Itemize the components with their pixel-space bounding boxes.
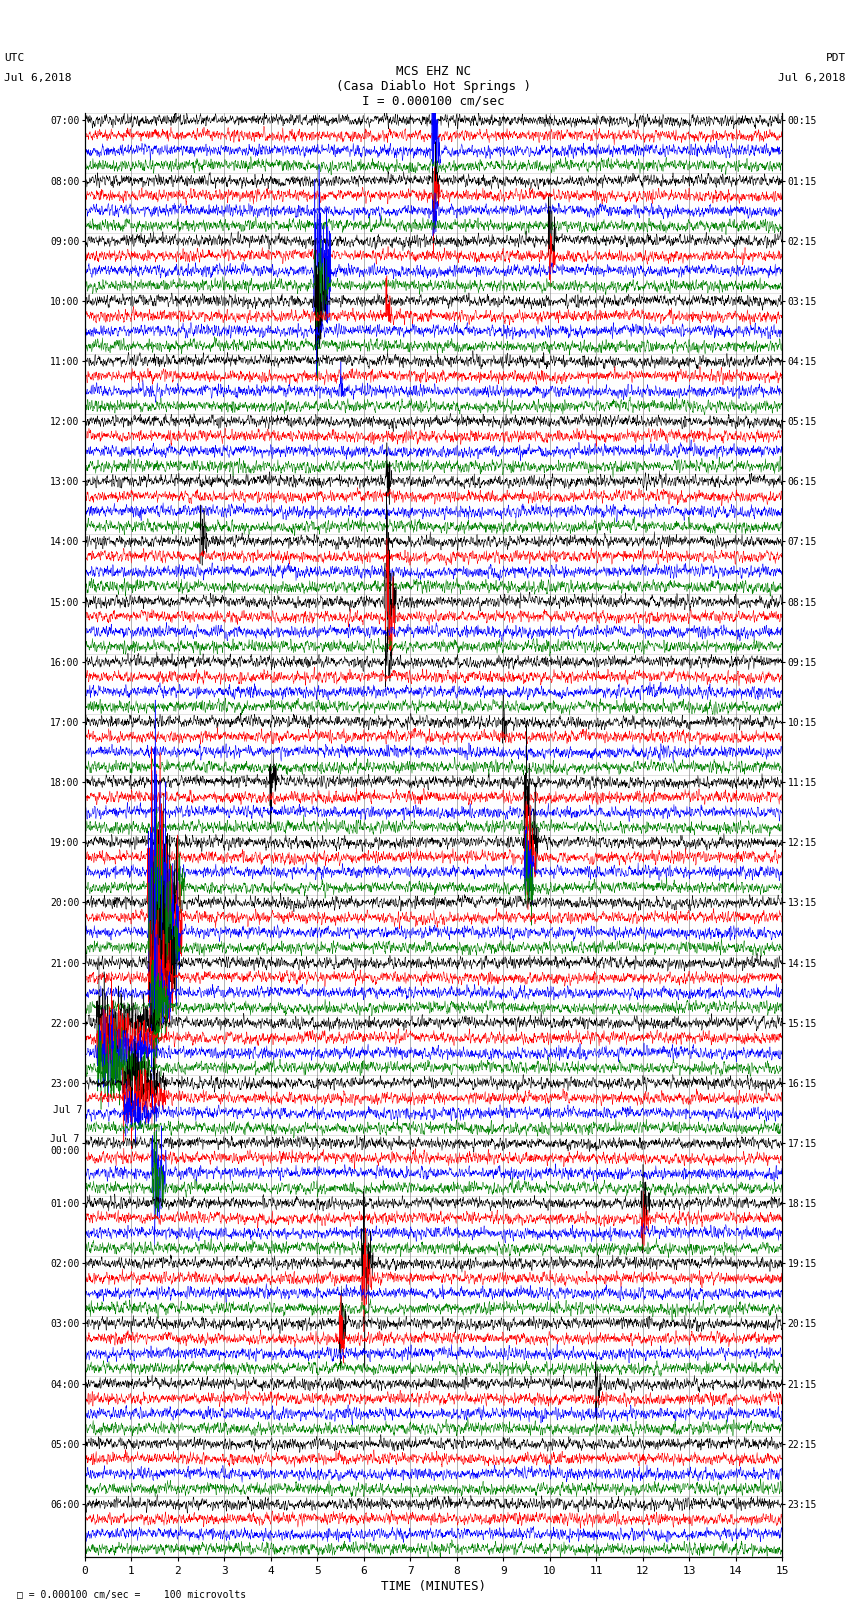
Text: Jul 6,2018: Jul 6,2018 bbox=[779, 73, 846, 82]
Text: PDT: PDT bbox=[825, 53, 846, 63]
Title: MCS EHZ NC
(Casa Diablo Hot Springs )
I = 0.000100 cm/sec: MCS EHZ NC (Casa Diablo Hot Springs ) I … bbox=[336, 65, 531, 108]
X-axis label: TIME (MINUTES): TIME (MINUTES) bbox=[381, 1579, 486, 1592]
Text: Jul 6,2018: Jul 6,2018 bbox=[4, 73, 71, 82]
Text: □ = 0.000100 cm/sec =    100 microvolts: □ = 0.000100 cm/sec = 100 microvolts bbox=[17, 1590, 246, 1600]
Text: UTC: UTC bbox=[4, 53, 25, 63]
Text: Jul 7: Jul 7 bbox=[53, 1105, 82, 1115]
